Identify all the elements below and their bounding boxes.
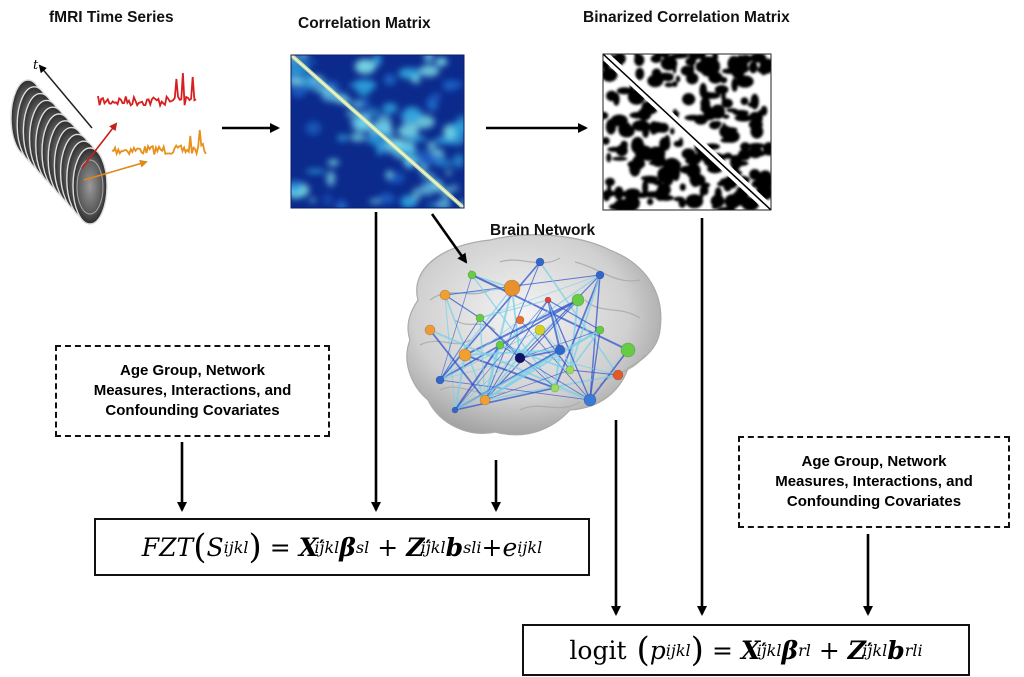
covariates-left-line2: Measures, Interactions, and <box>93 382 292 399</box>
logit-z: Z <box>847 635 867 665</box>
fzt-s-sub: ijkl <box>223 537 249 557</box>
orange-time-series <box>111 129 207 157</box>
logit-x-sub: ijkl <box>756 640 782 660</box>
fzt-func: FZT <box>141 532 194 562</box>
red-time-series <box>97 72 197 109</box>
covariates-right-line1: Age Group, Network <box>801 453 947 470</box>
fzt-z: Z <box>406 532 425 562</box>
logit-beta-sub: rl <box>798 640 811 660</box>
flow-arrows <box>177 123 873 616</box>
logit-func: logit <box>569 635 627 665</box>
covariates-right-line2: Measures, Interactions, and <box>775 473 973 490</box>
logit-z-sub: ijkl <box>862 640 888 660</box>
arrow-corr-to-network <box>430 213 468 264</box>
brain-network-image <box>406 234 662 436</box>
logit-b: b <box>887 635 905 665</box>
logit-beta: β <box>781 635 799 665</box>
brain-network-title: Brain Network <box>490 222 596 239</box>
covariates-right-line3: Confounding Covariates <box>786 493 962 510</box>
covariates-left-line3: Confounding Covariates <box>105 402 280 419</box>
fzt-b-sub: sli <box>463 537 482 557</box>
logit-x: X <box>740 635 761 665</box>
covariates-note-left: Age Group, Network Measures, Interaction… <box>55 345 330 437</box>
fmri-title: fMRI Time Series <box>49 9 174 26</box>
covariates-note-right: Age Group, Network Measures, Interaction… <box>738 436 1010 528</box>
fzt-z-sub: ijkl <box>420 537 446 557</box>
fzt-beta-sub: sl <box>355 537 370 557</box>
logit-p-sub: ijkl <box>665 640 691 660</box>
correlation-matrix-title: Correlation Matrix <box>298 15 431 32</box>
logit-equation: logit (p ijkl) = X ′ ijkl β rl + Z ′ ijkl b rli <box>522 624 970 676</box>
logit-b-sub: rli <box>904 640 923 660</box>
fzt-beta: β <box>339 532 356 562</box>
correlation-matrix-image <box>291 55 464 208</box>
orange-series-arrow <box>83 159 148 181</box>
binarized-matrix-title: Binarized Correlation Matrix <box>583 9 790 26</box>
time-axis-label: t <box>33 58 39 73</box>
covariates-left-line1: Age Group, Network <box>119 362 265 379</box>
fzt-x-sub: ijkl <box>314 537 340 557</box>
fzt-s: S <box>206 532 224 562</box>
fzt-e: e <box>502 532 518 562</box>
logit-p: p <box>649 635 666 665</box>
time-axis-arrow <box>38 64 93 129</box>
fzt-x: X <box>298 532 319 562</box>
binarized-matrix-image <box>603 54 771 210</box>
red-series-arrow <box>81 122 118 169</box>
fzt-b: b <box>445 532 464 562</box>
fzt-e-sub: ijkl <box>517 537 543 557</box>
fmri-slice-stack <box>10 79 108 225</box>
